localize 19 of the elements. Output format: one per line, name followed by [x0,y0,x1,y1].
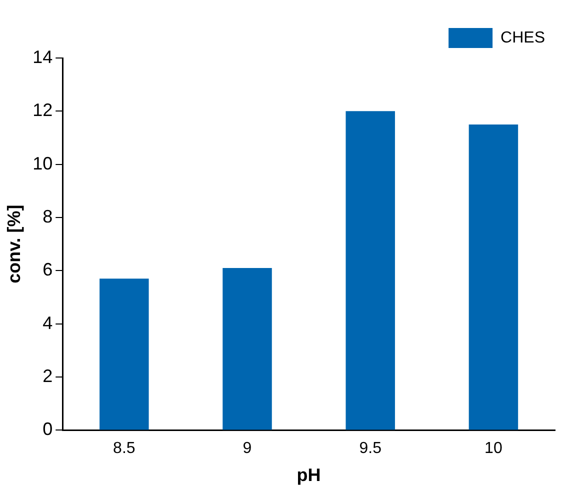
bar [468,124,518,430]
y-tick-label: 14 [32,46,53,67]
bar [100,278,149,430]
y-tick-label: 8 [42,206,53,226]
y-tick-label: 6 [42,260,53,280]
y-tick-label: 12 [32,100,53,120]
x-tick-label: 8.5 [113,440,136,458]
legend-label: CHES [500,29,545,46]
y-tick-label: 4 [42,312,53,333]
y-axis-title: conv. [%] [4,204,24,284]
y-tick-label: 10 [32,153,53,174]
x-tick-label: 9.5 [359,440,382,458]
x-tick-label: 9 [242,440,252,458]
bar [346,111,395,430]
bar [222,268,272,430]
x-axis-title: pH [296,465,321,486]
y-tick-label: 0 [42,419,53,440]
y-tick-label: 2 [42,366,53,386]
x-tick-label: 10 [484,440,502,458]
